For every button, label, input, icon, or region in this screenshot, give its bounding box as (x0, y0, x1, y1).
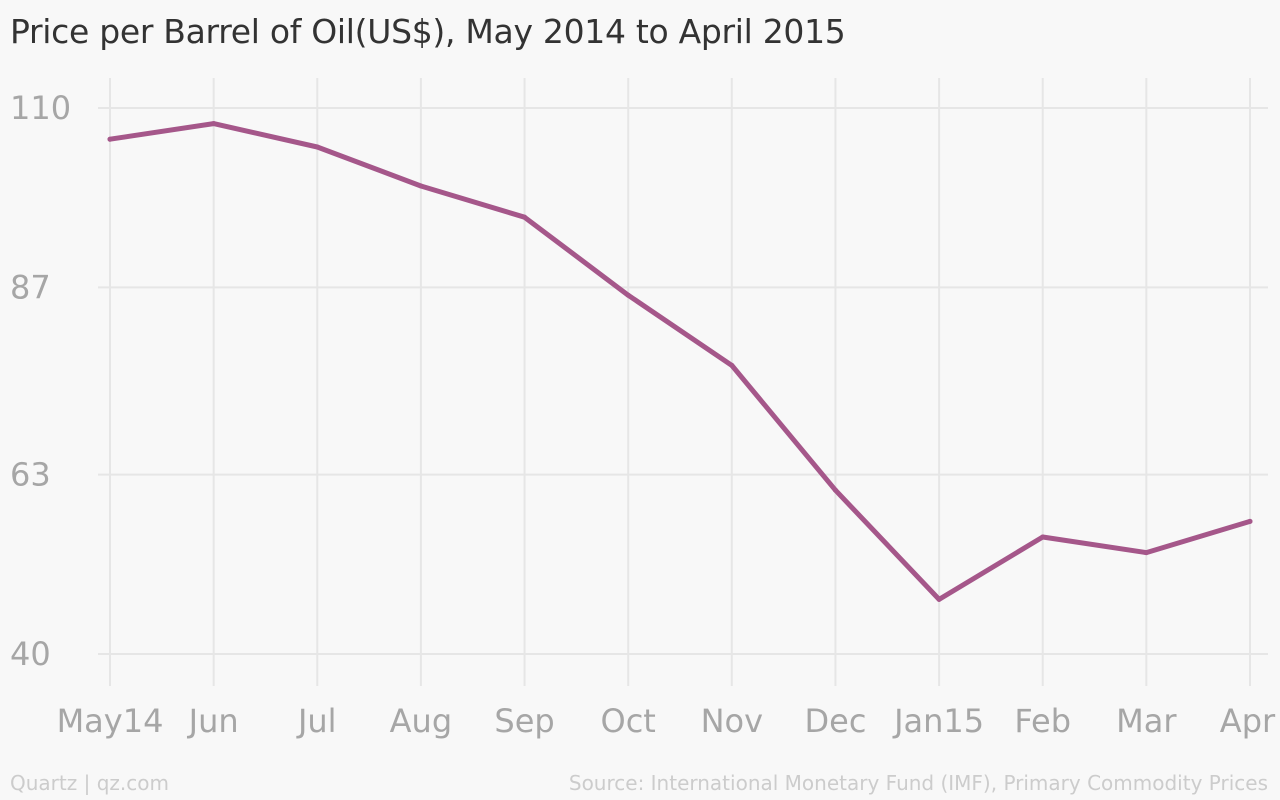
x-tick-label: Feb (1014, 702, 1071, 740)
data-point (936, 596, 942, 602)
y-tick-label: 87 (10, 268, 51, 306)
y-tick-label: 63 (10, 456, 51, 494)
footer-credit: Quartz | qz.com (10, 771, 169, 795)
y-tick-label: 110 (10, 89, 71, 127)
data-point (625, 292, 631, 298)
x-tick-label: Jul (296, 702, 337, 740)
data-point (729, 362, 735, 368)
data-point (1143, 550, 1149, 556)
y-gridlines (98, 107, 1268, 655)
x-axis-ticks: May14 Jun Jul Aug Sep Oct Nov Dec Jan15 Feb Mar Apr (57, 702, 1276, 740)
x-tick-label: Jun (187, 702, 239, 740)
data-point (107, 136, 113, 142)
chart-title: Price per Barrel of Oil(US$), May 2014 t… (10, 12, 846, 51)
data-point (1247, 518, 1253, 524)
data-point (418, 183, 424, 189)
x-tick-label: Jan15 (892, 702, 984, 740)
x-tick-label: Oct (601, 702, 656, 740)
x-tick-label: Nov (701, 702, 763, 740)
data-point (1040, 534, 1046, 540)
x-tick-label: Mar (1116, 702, 1177, 740)
x-tick-label: Sep (494, 702, 554, 740)
x-gridlines (109, 78, 1251, 686)
data-point (211, 121, 217, 127)
x-tick-label: May14 (57, 702, 164, 740)
data-point (522, 214, 528, 220)
x-tick-label: Aug (390, 702, 452, 740)
x-tick-label: Dec (804, 702, 866, 740)
data-point (314, 144, 320, 150)
data-point (832, 487, 838, 493)
x-tick-label: Apr (1220, 702, 1276, 740)
series-line (107, 121, 1253, 602)
series-lines (107, 121, 1253, 602)
y-axis-ticks: 110 87 63 40 (10, 89, 71, 673)
y-tick-label: 40 (10, 635, 51, 673)
footer-source: Source: International Monetary Fund (IMF… (568, 771, 1268, 795)
